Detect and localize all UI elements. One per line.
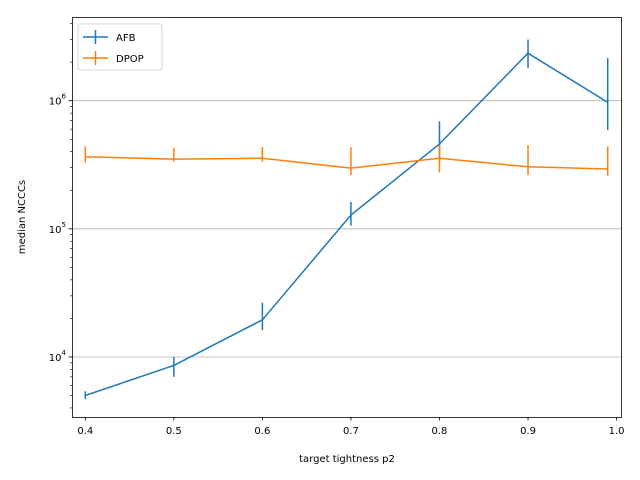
x-tick-label: 0.7 <box>343 426 359 437</box>
y-tick-label: 105 <box>49 221 66 236</box>
plot-frame <box>72 17 622 418</box>
x-tick-label: 0.5 <box>166 426 182 437</box>
legend-afb-label: AFB <box>116 33 136 44</box>
x-tick-label: 0.9 <box>520 426 536 437</box>
y-tick-label: 104 <box>49 349 67 364</box>
x-tick-label: 0.6 <box>254 426 270 437</box>
legend: AFB DPOP <box>77 23 163 71</box>
grid <box>72 100 621 358</box>
series-dpop <box>84 145 609 176</box>
x-axis-ticks: 0.4 0.5 0.6 0.7 0.8 0.9 1.0 <box>77 417 625 437</box>
y-tick-label: 106 <box>49 93 67 108</box>
y-axis-label: median NCCCs <box>17 180 28 254</box>
x-tick-label: 0.8 <box>432 426 448 437</box>
series-layer <box>84 39 609 399</box>
legend-dpop-label: DPOP <box>116 54 144 65</box>
x-tick-label: 0.4 <box>77 426 93 437</box>
x-tick-label: 1.0 <box>609 426 625 437</box>
x-axis-label: target tightness p2 <box>299 454 395 465</box>
series-afb <box>84 39 609 399</box>
y-axis-ticks: 104 105 106 <box>49 23 72 409</box>
